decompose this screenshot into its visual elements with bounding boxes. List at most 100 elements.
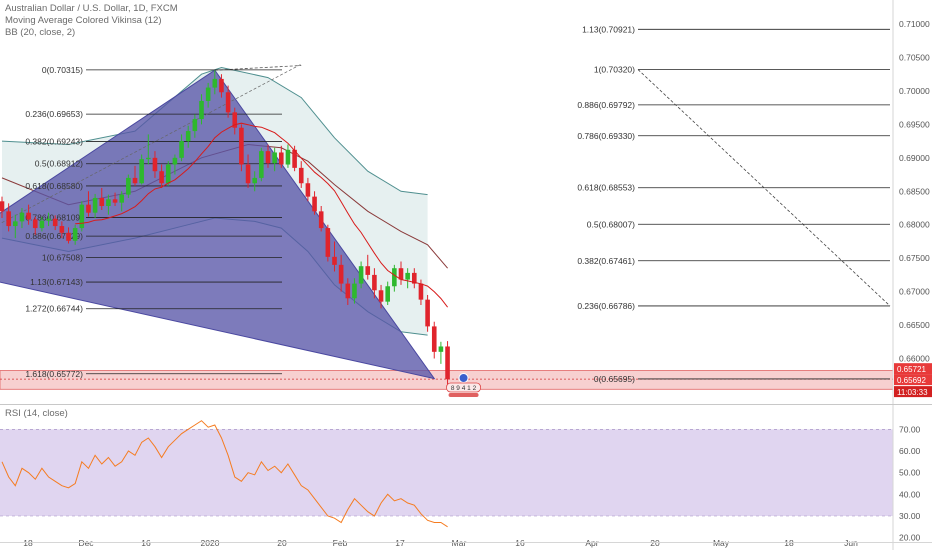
rsi-band xyxy=(0,429,893,516)
candle-body xyxy=(325,228,331,257)
candle-body xyxy=(345,283,351,299)
rsi-tick-label[interactable]: 30.00 xyxy=(899,511,921,521)
fib-left-label: 0.886(0.67829) xyxy=(25,231,83,241)
fib-left-label: 0.5(0.68912) xyxy=(35,159,83,169)
candle-body xyxy=(418,283,424,300)
fib-right-label: 0.236(0.66786) xyxy=(577,301,635,311)
candle-body xyxy=(265,151,271,164)
rsi-tick-label[interactable]: 40.00 xyxy=(899,489,921,499)
candle-body xyxy=(59,226,65,233)
legend-bb[interactable]: BB (20, close, 2) xyxy=(5,27,76,38)
candle-body xyxy=(99,197,105,206)
candle-body xyxy=(179,141,184,158)
price-tick-label[interactable]: 0.67000 xyxy=(899,287,930,297)
candle-body xyxy=(259,151,264,178)
candle-body xyxy=(66,232,71,241)
price-tick-label[interactable]: 0.66500 xyxy=(899,320,930,330)
candle-body xyxy=(332,256,337,265)
candle-body xyxy=(152,157,158,172)
price-tick-label[interactable]: 0.68500 xyxy=(899,186,930,196)
candle-body xyxy=(392,268,397,287)
candle-body xyxy=(352,283,357,299)
candle-body xyxy=(239,127,244,165)
candle-body xyxy=(32,219,38,229)
price-tick-label[interactable]: 0.71000 xyxy=(899,19,930,29)
candle-body xyxy=(412,272,417,284)
harmonic-pattern[interactable] xyxy=(0,65,436,380)
candle-body xyxy=(26,212,31,220)
price-tag-bg xyxy=(894,363,932,375)
candle-body xyxy=(219,78,224,93)
candle-body xyxy=(425,299,430,327)
price-tick-label[interactable]: 0.70500 xyxy=(899,52,930,62)
candle-body xyxy=(19,212,25,222)
candle-body xyxy=(232,112,238,128)
candle-body xyxy=(146,157,151,160)
candle-body xyxy=(298,167,304,184)
price-tick-label[interactable]: 0.68000 xyxy=(899,220,930,230)
candle-body xyxy=(252,177,257,184)
candle-body xyxy=(398,268,404,280)
badge-count[interactable]: 8 9 4 1 2 xyxy=(451,385,477,392)
candle-body xyxy=(212,78,218,88)
candle-body xyxy=(159,171,164,184)
price-tick-label[interactable]: 0.69000 xyxy=(899,153,930,163)
rsi-tick-label[interactable]: 60.00 xyxy=(899,446,921,456)
candle-body xyxy=(385,286,390,302)
fib-levels-left[interactable]: 0(0.70315) 0.236(0.69653) 0.382(0.69243) 0.… xyxy=(0,63,302,379)
candle-body xyxy=(6,211,11,227)
fib-left-label: 1(0.67508) xyxy=(42,253,83,263)
candle-body xyxy=(225,92,231,113)
price-axis[interactable]: 0.71000 0.70500 0.70000 0.69500 0.69000 0.685… xyxy=(894,19,932,398)
candle-body xyxy=(106,199,111,206)
candle-body xyxy=(132,177,138,184)
candle-body xyxy=(438,346,444,352)
price-tick-label[interactable]: 0.69500 xyxy=(899,119,930,129)
candle-body xyxy=(245,164,251,184)
price-tag-bg xyxy=(894,386,932,398)
legend-symbol[interactable]: Australian Dollar / U.S. Dollar, 1D, FXC… xyxy=(5,3,178,14)
price-tick-label[interactable]: 0.70000 xyxy=(899,86,930,96)
price-tag-bg xyxy=(894,374,932,386)
candle-body xyxy=(72,228,78,241)
candle-body xyxy=(126,177,131,195)
candle-body xyxy=(358,266,364,284)
candle-body xyxy=(445,346,450,380)
candle-body xyxy=(285,149,291,165)
candle-body xyxy=(119,194,124,203)
price-tick-label[interactable]: 0.66000 xyxy=(899,354,930,364)
candle-body xyxy=(13,221,18,227)
candle-body xyxy=(165,164,171,184)
fib-levels-right[interactable]: 1.13(0.70921) 1(0.70320) 0.886(0.69792) 0.7… xyxy=(577,24,891,384)
fib-left-label: 1.13(0.67143) xyxy=(30,277,83,287)
candle-body xyxy=(199,100,204,120)
rsi-axis[interactable]: 70.00 60.00 50.00 40.00 30.00 20.00 xyxy=(899,424,921,542)
rsi-line xyxy=(1,420,448,528)
candle-body xyxy=(112,199,118,203)
legend-ma[interactable]: Moving Average Colored Vikinsa (12) xyxy=(5,15,162,26)
legend: Australian Dollar / U.S. Dollar, 1D, FXC… xyxy=(5,3,178,39)
harmonic-triangle xyxy=(0,69,436,380)
candle-body xyxy=(52,218,58,227)
price-tag-label[interactable]: 0.65692 xyxy=(897,376,926,385)
harmonic-dashed-leg xyxy=(214,65,302,71)
price-tag-label[interactable]: 0.65721 xyxy=(897,365,926,374)
legend-rsi[interactable]: RSI (14, close) xyxy=(5,408,68,419)
candle-body xyxy=(192,119,198,132)
fib-right-label: 0.618(0.68553) xyxy=(577,183,635,193)
candle-body xyxy=(0,201,5,212)
fib-left-trendline xyxy=(0,63,302,225)
price-tag-label[interactable]: 11:03:33 xyxy=(897,388,928,397)
rsi-tick-label[interactable]: 20.00 xyxy=(899,533,921,543)
candle-body xyxy=(365,266,371,275)
candle-body xyxy=(378,290,384,302)
fib-right-label: 1.13(0.70921) xyxy=(582,24,635,34)
candle-body xyxy=(431,326,437,352)
candle-body xyxy=(279,152,284,165)
rsi-tick-label[interactable]: 70.00 xyxy=(899,424,921,434)
rsi-tick-label[interactable]: 50.00 xyxy=(899,468,921,478)
price-tick-label[interactable]: 0.67500 xyxy=(899,253,930,263)
candle-body xyxy=(312,196,317,212)
event-badge[interactable]: 8 9 4 1 2 xyxy=(446,373,481,398)
